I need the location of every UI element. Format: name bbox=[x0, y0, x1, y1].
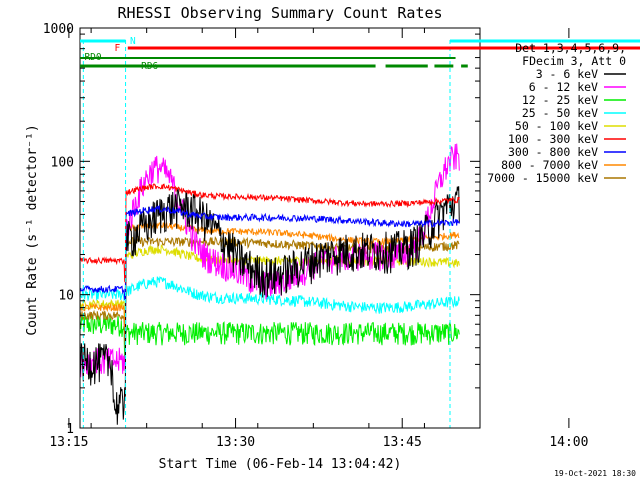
flag-label-rd6: RD6 bbox=[141, 61, 158, 72]
y-tick-label: 10 bbox=[58, 289, 74, 304]
legend-entry-label: 3 - 6 keV bbox=[536, 67, 598, 81]
legend-entry-label: 300 - 800 keV bbox=[508, 145, 598, 159]
flag-label-rd0: RD0 bbox=[84, 52, 101, 63]
y-axis-label: Count Rate (s⁻¹ detector⁻¹) bbox=[25, 124, 40, 335]
legend-entry-label: 800 - 7000 keV bbox=[501, 158, 598, 172]
y-tick-label: 1000 bbox=[43, 22, 74, 37]
legend-entry-label: 50 - 100 keV bbox=[515, 119, 598, 133]
legend-entry-label: 25 - 50 keV bbox=[522, 106, 598, 120]
flag-label-f: F bbox=[114, 43, 120, 54]
legend-entry-label: 100 - 300 keV bbox=[508, 132, 598, 146]
plot-area bbox=[79, 40, 460, 428]
series-line-5 bbox=[79, 183, 460, 284]
flag-label-n: N bbox=[130, 36, 136, 47]
legend: Det 1,3,4,5,6,9, FDecim 3, Att 0 3 - 6 k… bbox=[487, 41, 626, 185]
y-tick-label: 1 bbox=[66, 422, 74, 437]
legend-entry-label: 7000 - 15000 keV bbox=[487, 171, 598, 185]
flag-bars: NF RD0 RD6 bbox=[80, 36, 640, 72]
series-line-2 bbox=[79, 313, 460, 363]
legend-entry-label: 6 - 12 keV bbox=[529, 80, 598, 94]
series-line-3 bbox=[79, 276, 460, 318]
x-tick-label: 13:30 bbox=[216, 435, 255, 450]
legend-header-line-1: Det 1,3,4,5,6,9, bbox=[515, 41, 626, 55]
x-tick-label: 13:45 bbox=[383, 435, 422, 450]
series-line-0 bbox=[79, 186, 460, 425]
plot-frame bbox=[79, 27, 481, 429]
series-line-6 bbox=[79, 205, 460, 301]
timestamp: 19-Oct-2021 18:30 bbox=[554, 469, 636, 478]
x-tick-label: 14:00 bbox=[549, 435, 588, 450]
y-tick-label: 100 bbox=[51, 155, 74, 170]
legend-header-line-2: FDecim 3, Att 0 bbox=[522, 54, 626, 68]
y-axis: 1 10 100 1000 bbox=[43, 22, 480, 437]
legend-entry-label: 12 - 25 keV bbox=[522, 93, 598, 107]
x-axis-label: Start Time (06-Feb-14 13:04:42) bbox=[159, 457, 402, 472]
chart-title: RHESSI Observing Summary Count Rates bbox=[117, 4, 442, 22]
x-tick-label: 13:15 bbox=[49, 435, 88, 450]
